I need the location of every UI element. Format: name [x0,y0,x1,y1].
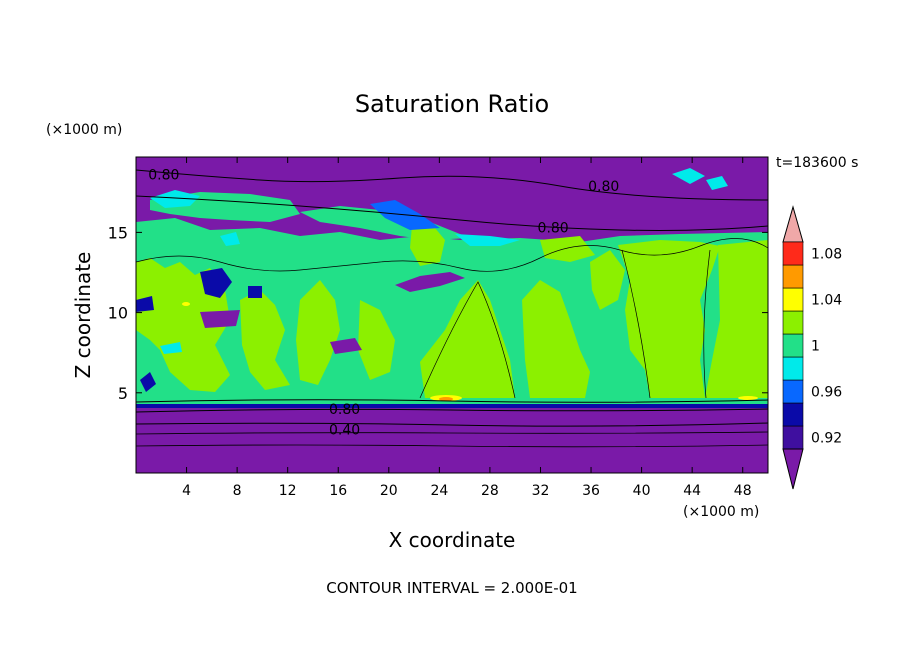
x-tick-label: 12 [279,483,297,499]
colorbar-tick-label: 1.08 [811,247,842,263]
contour-label: 0.80 [588,179,619,195]
colorbar-below-triangle [782,448,804,490]
saturation-field [136,168,768,448]
colorbar-segment [782,287,804,312]
x-tick-label: 8 [233,483,242,499]
colorbar-tick-label: 0.92 [811,431,842,447]
contour-interval-note: CONTOUR INTERVAL = 2.000E-01 [326,579,577,597]
chart-title: Saturation Ratio [355,90,549,118]
colorbar-above-triangle [782,205,804,243]
x-tick-label: 28 [481,483,499,499]
x-tick-label: 44 [683,483,701,499]
colorbar-segment [782,402,804,427]
x-tick-label: 40 [633,483,651,499]
contour-label: 0.80 [538,221,569,237]
contour-labels: 0.80 0.80 0.80 0.80 0.40 [148,168,619,439]
contour-label: 0.80 [329,402,360,418]
x-tick-label: 4 [182,483,191,499]
time-label: t=183600 s [776,155,858,171]
x-unit-label: (×1000 m) [683,504,759,520]
colorbar-segment [782,241,804,266]
x-tick-label: 20 [380,483,398,499]
colorbar-segment [782,333,804,358]
x-tick-label: 48 [734,483,752,499]
y-unit-label: (×1000 m) [46,122,122,138]
y-tick-label: 5 [118,384,128,403]
colorbar-segment [782,379,804,404]
colorbar-segment [782,425,804,450]
x-axis-label: X coordinate [389,528,516,552]
contour-label: 0.80 [148,168,179,184]
y-tick-label: 15 [108,223,128,242]
colorbar-segment [782,264,804,289]
y-axis-ticks: 5 10 15 [108,223,768,403]
plot-area: 0.800.800.800.800.40 4 8 12 16 20 24 28 32 36 40 4… [108,156,769,499]
y-tick-label: 10 [108,304,128,323]
x-axis-ticks: 4 8 12 16 20 24 28 32 36 40 44 48 [182,157,752,499]
contour-label: 0.40 [329,423,360,439]
colorbar: 0.92 0.96 1 1.04 1.08 [782,205,842,490]
colorbar-tick-label: 0.96 [811,385,842,401]
colorbar-segment [782,356,804,381]
colorbar-tick-label: 1.04 [811,293,842,309]
y-axis-label: Z coordinate [71,252,95,379]
x-tick-label: 32 [532,483,550,499]
plot-frame [135,156,769,474]
x-tick-label: 16 [329,483,347,499]
x-tick-label: 24 [430,483,448,499]
colorbar-segment [782,310,804,335]
colorbar-tick-label: 1 [811,339,820,355]
x-tick-label: 36 [582,483,600,499]
